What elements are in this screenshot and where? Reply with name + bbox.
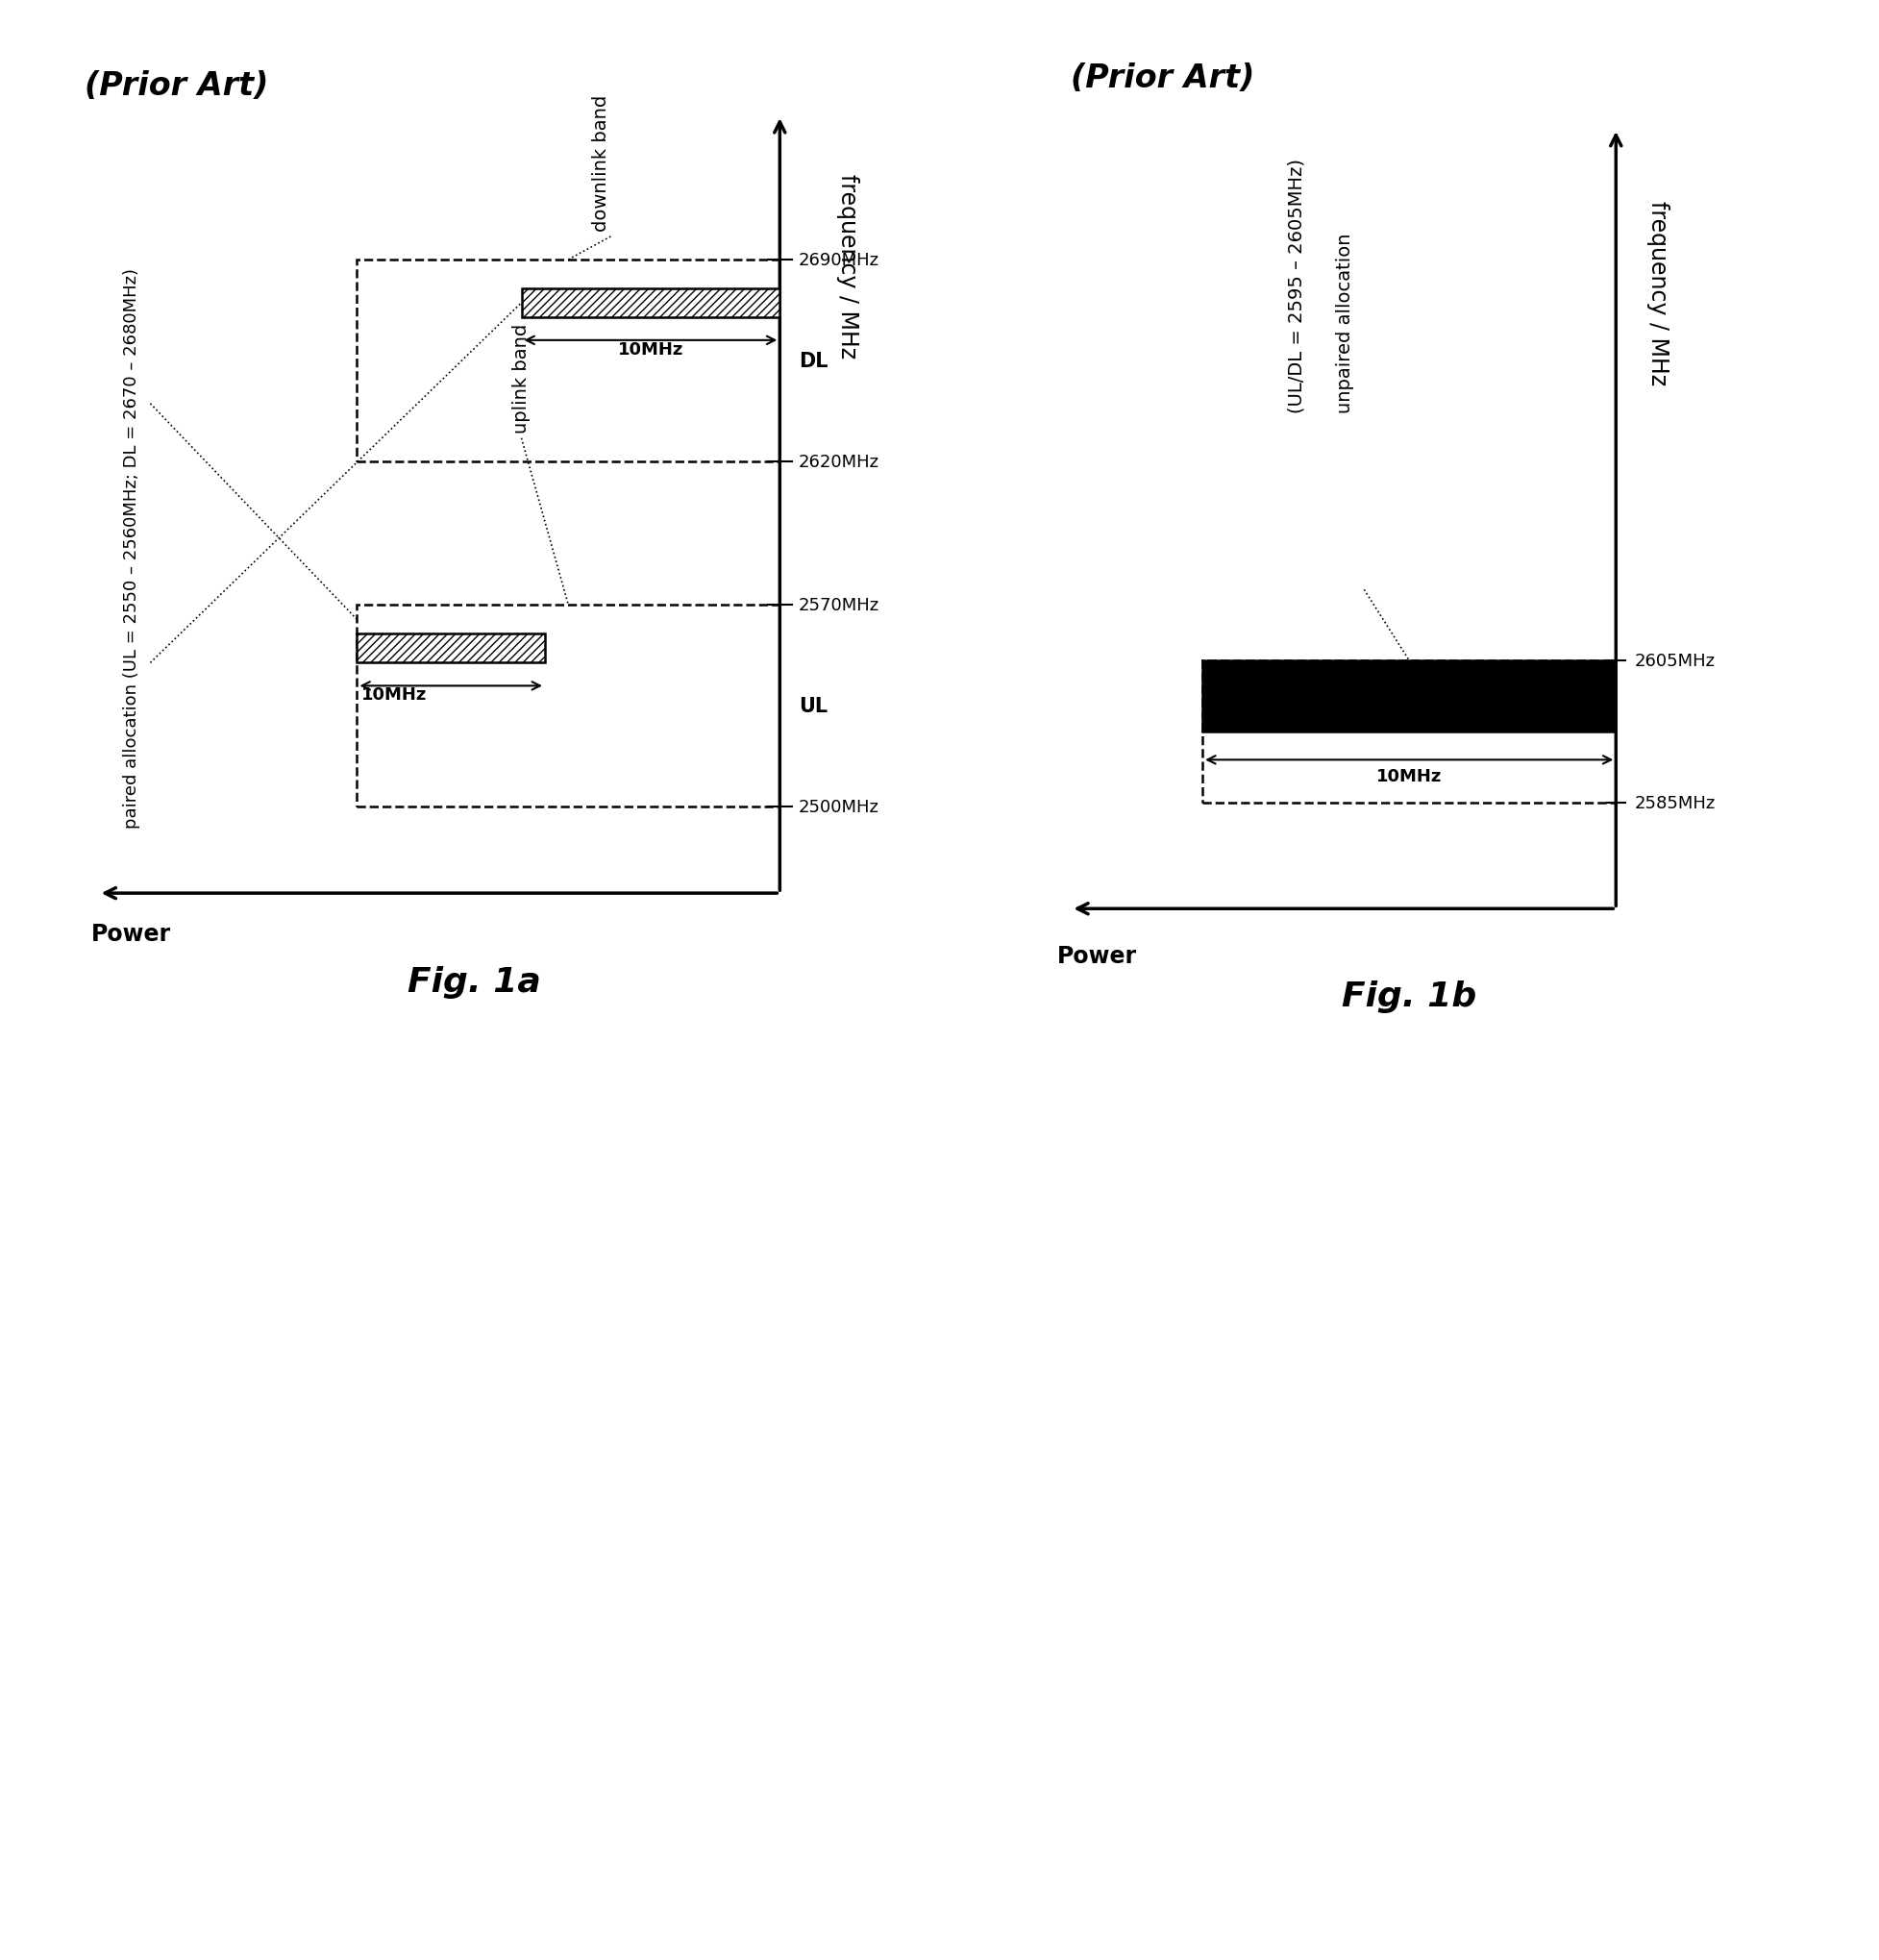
Text: (UL/DL = 2595 – 2605MHz): (UL/DL = 2595 – 2605MHz) (1287, 159, 1306, 414)
Text: uplink band: uplink band (513, 323, 530, 433)
Bar (357, 635, 545, 662)
Text: 2690MHz: 2690MHz (799, 251, 879, 269)
Text: (Prior Art): (Prior Art) (85, 71, 269, 102)
Text: 2500MHz: 2500MHz (799, 798, 879, 815)
Text: 2620MHz: 2620MHz (799, 453, 879, 470)
Text: DL: DL (799, 351, 829, 370)
Text: UL: UL (799, 698, 827, 715)
Text: (Prior Art): (Prior Art) (1071, 63, 1255, 94)
Text: 2585MHz: 2585MHz (1635, 794, 1716, 811)
Text: paired allocation (UL = 2550 – 2560MHz; DL = 2670 – 2680MHz): paired allocation (UL = 2550 – 2560MHz; … (122, 269, 141, 829)
Bar (1203, 661, 1616, 731)
Text: frequency / MHz: frequency / MHz (1646, 200, 1669, 384)
Text: frequency / MHz: frequency / MHz (836, 174, 859, 359)
Text: downlink band: downlink band (592, 94, 611, 231)
Bar (1203, 661, 1616, 804)
Text: 10MHz: 10MHz (1377, 768, 1441, 784)
Bar (522, 288, 780, 318)
Text: Fig. 1b: Fig. 1b (1342, 980, 1477, 1013)
Bar (357, 606, 780, 808)
Text: Fig. 1a: Fig. 1a (408, 966, 541, 998)
Text: 10MHz: 10MHz (618, 341, 684, 359)
Text: Power: Power (1058, 945, 1137, 968)
Text: Power: Power (92, 923, 171, 945)
Bar (357, 261, 780, 463)
Text: 2570MHz: 2570MHz (799, 598, 879, 613)
Text: 10MHz: 10MHz (363, 686, 427, 704)
Text: unpaired allocation: unpaired allocation (1336, 233, 1355, 414)
Text: 2605MHz: 2605MHz (1635, 653, 1716, 670)
